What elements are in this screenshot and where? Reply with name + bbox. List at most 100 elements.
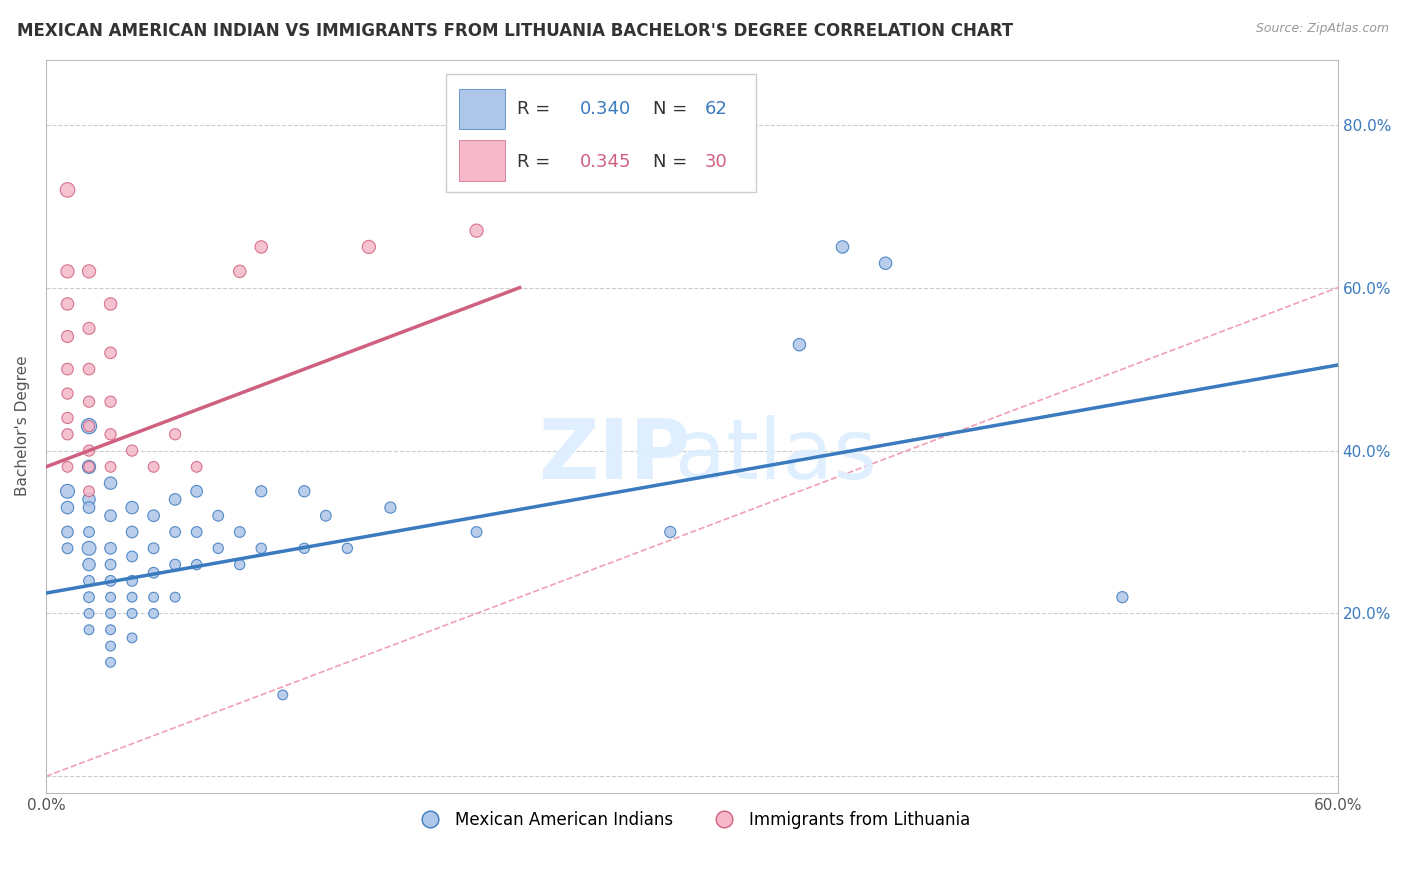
Point — [250, 484, 273, 499]
Point — [121, 443, 143, 458]
Text: Source: ZipAtlas.com: Source: ZipAtlas.com — [1256, 22, 1389, 36]
Point — [56, 386, 79, 401]
Point — [77, 394, 100, 409]
Point — [142, 590, 165, 604]
Point — [659, 524, 682, 539]
FancyBboxPatch shape — [460, 140, 505, 180]
Point — [186, 484, 208, 499]
Point — [56, 500, 79, 515]
Point — [100, 623, 122, 637]
Point — [250, 240, 273, 254]
Point — [77, 362, 100, 376]
Point — [77, 419, 100, 434]
Point — [142, 607, 165, 621]
Text: 30: 30 — [704, 153, 727, 171]
Point — [292, 541, 315, 556]
Text: 0.345: 0.345 — [579, 153, 631, 171]
Point — [56, 329, 79, 343]
Point — [100, 508, 122, 523]
Point — [77, 524, 100, 539]
Point — [465, 224, 488, 238]
Point — [165, 427, 187, 442]
Point — [77, 574, 100, 588]
Point — [121, 524, 143, 539]
Point — [77, 321, 100, 335]
Y-axis label: Bachelor's Degree: Bachelor's Degree — [15, 356, 30, 497]
Point — [186, 459, 208, 474]
Point — [100, 459, 122, 474]
Text: N =: N = — [652, 101, 693, 119]
Point — [165, 558, 187, 572]
Point — [56, 541, 79, 556]
Point — [121, 500, 143, 515]
Text: atlas: atlas — [675, 415, 876, 496]
Point — [165, 524, 187, 539]
Point — [56, 459, 79, 474]
Text: 62: 62 — [704, 101, 727, 119]
Point — [336, 541, 359, 556]
Point — [465, 524, 488, 539]
Point — [56, 362, 79, 376]
Point — [100, 607, 122, 621]
Text: R =: R = — [517, 101, 557, 119]
Point — [789, 337, 811, 351]
Point — [875, 256, 897, 270]
Point — [100, 394, 122, 409]
Text: 0.340: 0.340 — [579, 101, 631, 119]
Point — [56, 524, 79, 539]
Point — [100, 574, 122, 588]
Point — [165, 492, 187, 507]
Point — [121, 549, 143, 564]
Point — [142, 459, 165, 474]
Point — [100, 427, 122, 442]
Point — [228, 558, 250, 572]
Point — [380, 500, 402, 515]
Legend: Mexican American Indians, Immigrants from Lithuania: Mexican American Indians, Immigrants fro… — [408, 805, 977, 836]
Point — [56, 484, 79, 499]
Point — [100, 590, 122, 604]
Point — [142, 566, 165, 580]
Point — [77, 459, 100, 474]
Point — [77, 443, 100, 458]
Point — [77, 590, 100, 604]
Point — [56, 183, 79, 197]
Point — [292, 484, 315, 499]
Point — [100, 639, 122, 653]
Point — [186, 558, 208, 572]
Point — [100, 346, 122, 360]
Point — [56, 264, 79, 278]
Point — [77, 484, 100, 499]
Point — [121, 607, 143, 621]
Point — [77, 607, 100, 621]
Point — [77, 541, 100, 556]
Point — [165, 590, 187, 604]
Point — [1111, 590, 1133, 604]
Text: MEXICAN AMERICAN INDIAN VS IMMIGRANTS FROM LITHUANIA BACHELOR'S DEGREE CORRELATI: MEXICAN AMERICAN INDIAN VS IMMIGRANTS FR… — [17, 22, 1012, 40]
FancyBboxPatch shape — [460, 89, 505, 129]
Point — [357, 240, 380, 254]
Point — [77, 419, 100, 434]
Point — [56, 297, 79, 311]
Point — [142, 508, 165, 523]
Point — [100, 297, 122, 311]
Point — [77, 459, 100, 474]
Point — [77, 623, 100, 637]
Point — [186, 524, 208, 539]
Point — [56, 427, 79, 442]
Point — [77, 264, 100, 278]
Point — [207, 541, 229, 556]
Point — [121, 631, 143, 645]
Point — [250, 541, 273, 556]
Point — [142, 541, 165, 556]
Point — [207, 508, 229, 523]
Point — [228, 524, 250, 539]
Point — [100, 541, 122, 556]
Point — [100, 476, 122, 491]
Text: ZIP: ZIP — [538, 415, 690, 496]
Point — [228, 264, 250, 278]
Point — [121, 574, 143, 588]
Point — [100, 558, 122, 572]
Point — [271, 688, 294, 702]
Text: R =: R = — [517, 153, 557, 171]
Point — [77, 558, 100, 572]
